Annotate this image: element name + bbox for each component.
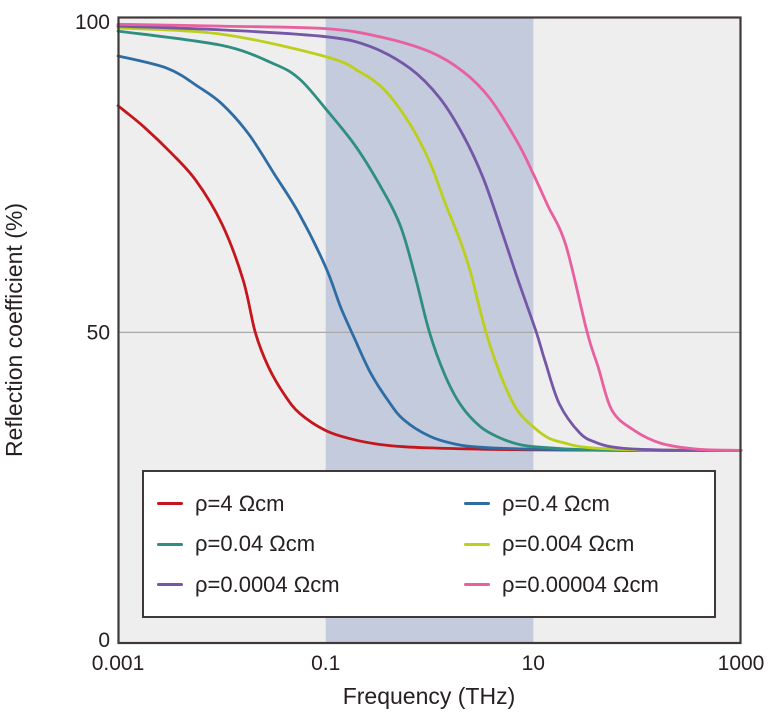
legend-label: ρ=4 Ωcm	[195, 490, 285, 516]
legend-row: ρ=0.0004 Ωcm ρ=0.00004 Ωcm	[157, 572, 714, 598]
legend-item: ρ=0.00004 Ωcm	[464, 572, 714, 598]
legend-swatch-teal-line-icon	[157, 542, 183, 546]
y-tick-label: 0	[98, 629, 110, 652]
x-tick-label: 0.1	[311, 652, 340, 675]
curve--0.004-cm	[116, 26, 743, 452]
x-tick-label: 1000	[718, 652, 765, 675]
curve--0.4-cm	[116, 54, 743, 452]
legend-label: ρ=0.4 Ωcm	[502, 490, 610, 516]
legend-swatch-pink-line-icon	[464, 583, 490, 586]
curves-group	[116, 22, 743, 452]
curve--0.04-cm	[116, 29, 743, 452]
tick-labels: 0.001 0.1 10 1000 0 50 100	[75, 11, 764, 675]
legend: ρ=4 Ωcm ρ=0.4 Ωcm ρ=0.04 Ωcm ρ=0.004 Ωcm…	[142, 470, 716, 618]
x-axis-label: Frequency (THz)	[343, 683, 516, 709]
legend-swatch-red-line-icon	[157, 502, 183, 505]
legend-item: ρ=0.004 Ωcm	[464, 531, 714, 557]
legend-swatch-blue-line-icon	[464, 502, 490, 505]
legend-row: ρ=0.04 Ωcm ρ=0.004 Ωcm	[157, 531, 714, 557]
y-tick-label: 100	[75, 11, 110, 34]
legend-item: ρ=0.04 Ωcm	[157, 531, 464, 557]
legend-label: ρ=0.00004 Ωcm	[502, 571, 659, 597]
legend-item: ρ=0.0004 Ωcm	[157, 572, 464, 598]
plot-frame	[117, 16, 742, 645]
legend-item: ρ=4 Ωcm	[157, 491, 464, 517]
y-tick-label: 50	[87, 321, 110, 344]
legend-swatch-yellow-line-icon	[464, 542, 490, 546]
legend-label: ρ=0.04 Ωcm	[195, 531, 316, 556]
legend-row: ρ=4 Ωcm ρ=0.4 Ωcm	[157, 491, 714, 517]
curve--0.00004-cm	[116, 22, 743, 452]
x-tick-label: 0.001	[92, 652, 145, 675]
legend-item: ρ=0.4 Ωcm	[464, 491, 714, 517]
legend-label: ρ=0.0004 Ωcm	[195, 571, 340, 597]
y-axis-label: Reflection coefficient (%)	[1, 203, 27, 457]
x-tick-label: 10	[522, 652, 545, 675]
legend-swatch-purple-line-icon	[157, 583, 183, 586]
legend-label: ρ=0.004 Ωcm	[502, 531, 635, 556]
curve--0.0004-cm	[116, 24, 743, 452]
